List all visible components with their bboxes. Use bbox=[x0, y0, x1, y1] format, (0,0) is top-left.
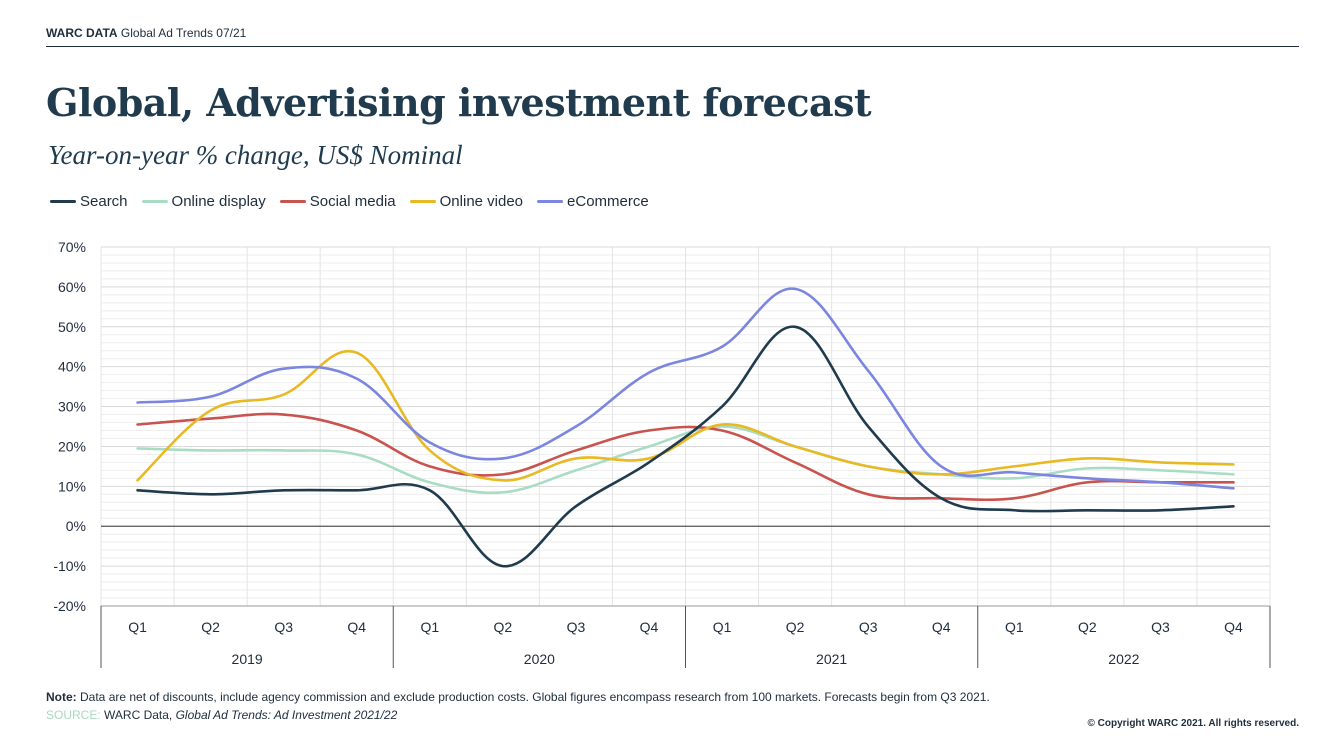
x-tick-label: Q3 bbox=[274, 619, 293, 635]
chart-legend: Search Online display Social media Onlin… bbox=[50, 193, 649, 210]
legend-item-online-video: Online video bbox=[409, 193, 524, 210]
source-title: Global Ad Trends: Ad Investment 2021/22 bbox=[175, 708, 398, 722]
legend-item-online-display: Online display bbox=[141, 193, 266, 210]
legend-swatch-search bbox=[50, 200, 76, 203]
legend-item-ecommerce: eCommerce bbox=[537, 193, 649, 210]
year-label: 2022 bbox=[1108, 651, 1139, 667]
x-tick-label: Q4 bbox=[932, 619, 951, 635]
legend-label-social-media: Social media bbox=[309, 193, 396, 210]
copyright: © Copyright WARC 2021. All rights reserv… bbox=[1087, 718, 1300, 729]
y-tick-label: 10% bbox=[58, 478, 86, 494]
series-line-ecommerce bbox=[136, 287, 1235, 490]
x-tick-label: Q2 bbox=[1078, 619, 1097, 635]
y-tick-label: 0% bbox=[66, 518, 86, 534]
source-label: SOURCE: bbox=[46, 708, 101, 722]
y-tick-label: 30% bbox=[58, 399, 86, 415]
x-tick-label: Q3 bbox=[1151, 619, 1170, 635]
source-line: SOURCE: WARC Data, Global Ad Trends: Ad … bbox=[46, 708, 397, 722]
y-tick-label: -20% bbox=[53, 598, 86, 614]
note-label: Note: bbox=[46, 690, 77, 704]
source-text: WARC Data, bbox=[100, 708, 176, 722]
x-tick-label: Q3 bbox=[859, 619, 878, 635]
y-tick-label: 20% bbox=[58, 438, 86, 454]
report-header: WARC DATA Global Ad Trends 07/21 bbox=[46, 26, 246, 40]
series-line-search bbox=[136, 325, 1235, 568]
y-tick-label: 50% bbox=[58, 319, 86, 335]
x-tick-label: Q1 bbox=[128, 619, 147, 635]
y-tick-label: 70% bbox=[58, 239, 86, 255]
legend-swatch-social-media bbox=[279, 200, 306, 203]
x-tick-label: Q2 bbox=[494, 619, 513, 635]
series-line-online-display bbox=[136, 425, 1235, 495]
legend-label-ecommerce: eCommerce bbox=[567, 193, 649, 210]
brand-label: WARC DATA bbox=[46, 26, 118, 40]
series-line-social-media bbox=[136, 412, 1235, 502]
x-tick-label: Q4 bbox=[347, 619, 366, 635]
x-tick-label: Q3 bbox=[567, 619, 586, 635]
y-tick-label: 40% bbox=[58, 359, 86, 375]
page-title: Global, Advertising investment forecast bbox=[46, 80, 872, 125]
legend-swatch-online-video bbox=[409, 200, 436, 203]
y-tick-label: -10% bbox=[53, 558, 86, 574]
page-subtitle: Year-on-year % change, US$ Nominal bbox=[48, 140, 463, 170]
report-label: Global Ad Trends 07/21 bbox=[120, 26, 247, 40]
y-tick-label: 60% bbox=[58, 279, 86, 295]
header-divider bbox=[46, 46, 1299, 47]
legend-label-search: Search bbox=[80, 193, 128, 210]
x-tick-label: Q2 bbox=[786, 619, 805, 635]
series-line-online-video bbox=[136, 349, 1235, 482]
x-tick-label: Q1 bbox=[420, 619, 439, 635]
x-tick-label: Q4 bbox=[640, 619, 659, 635]
legend-swatch-ecommerce bbox=[537, 200, 564, 203]
legend-label-online-display: Online display bbox=[171, 193, 266, 210]
note-text: Data are net of discounts, include agenc… bbox=[76, 690, 990, 704]
legend-label-online-video: Online video bbox=[439, 193, 524, 210]
x-tick-label: Q4 bbox=[1224, 619, 1243, 635]
year-label: 2021 bbox=[816, 651, 847, 667]
footnote: Note: Data are net of discounts, include… bbox=[46, 690, 990, 704]
x-tick-label: Q2 bbox=[201, 619, 220, 635]
line-chart: 70% 60% 50% 40% 30% 20% 10% 0% -10% -20% Q1 Q2 Q3 Q4 Q… bbox=[53, 239, 1271, 668]
legend-item-social-media: Social media bbox=[279, 193, 396, 210]
x-tick-label: Q1 bbox=[1005, 619, 1024, 635]
year-label: 2020 bbox=[524, 651, 555, 667]
x-tick-label: Q1 bbox=[713, 619, 732, 635]
year-label: 2019 bbox=[232, 651, 263, 667]
legend-swatch-online-display bbox=[141, 200, 168, 203]
legend-item-search: Search bbox=[50, 193, 128, 210]
